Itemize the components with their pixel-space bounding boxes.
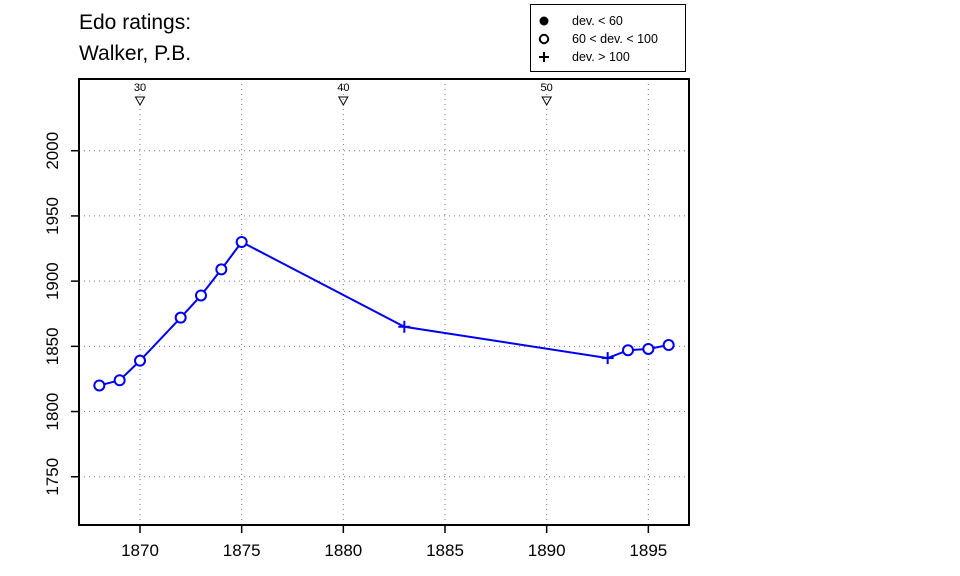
- age-marker-triangle: [541, 96, 553, 107]
- legend: dev. < 60 60 < dev. < 100 dev. > 100: [530, 4, 686, 72]
- data-point-open: [134, 354, 146, 367]
- y-tick-label: 1950: [43, 197, 62, 235]
- x-tick-label: 1885: [426, 541, 464, 560]
- data-point-open: [235, 236, 248, 249]
- y-tick-label: 1850: [43, 327, 62, 365]
- x-tick-label: 1895: [629, 541, 667, 560]
- y-tick-label: 1900: [43, 262, 62, 300]
- chart-title-line-2: Walker, P.B.: [79, 42, 192, 65]
- plus-icon: [539, 52, 549, 62]
- x-tick-label: 1875: [223, 541, 261, 560]
- legend-label: dev. < 60: [572, 14, 623, 28]
- age-marker-label: 30: [134, 82, 146, 94]
- data-point-open: [113, 374, 126, 387]
- data-point-open: [195, 289, 207, 302]
- legend-entry-open: 60 < dev. < 100: [531, 30, 685, 48]
- age-marker-label: 50: [541, 82, 553, 94]
- age-marker-triangle: [337, 96, 349, 107]
- age-marker-label: 40: [337, 82, 349, 94]
- legend-label: 60 < dev. < 100: [572, 32, 658, 46]
- plot-frame: [78, 78, 690, 526]
- y-tick-label: 1750: [43, 458, 62, 496]
- x-tick-label: 1890: [528, 541, 566, 560]
- x-tick-label: 1880: [324, 541, 362, 560]
- data-point-plus: [398, 320, 411, 333]
- legend-entry-filled: dev. < 60: [531, 12, 685, 30]
- chart-title-line-1: Edo ratings:: [79, 11, 192, 34]
- x-tick-label: 1870: [121, 541, 159, 560]
- data-point-open: [642, 342, 655, 355]
- data-point-plus: [601, 352, 614, 365]
- age-marker-triangle: [134, 96, 146, 107]
- y-tick-label: 1800: [43, 393, 62, 431]
- legend-label: dev. > 100: [572, 50, 630, 64]
- data-point-open: [662, 339, 675, 352]
- legend-entry-plus: dev. > 100: [531, 48, 685, 66]
- filled-circle-icon: [539, 16, 549, 26]
- data-point-open: [174, 311, 187, 324]
- data-point-open: [93, 379, 106, 392]
- data-point-open: [622, 344, 634, 357]
- y-tick-label: 2000: [43, 132, 62, 170]
- data-point-open: [215, 263, 228, 276]
- open-circle-icon: [538, 33, 550, 45]
